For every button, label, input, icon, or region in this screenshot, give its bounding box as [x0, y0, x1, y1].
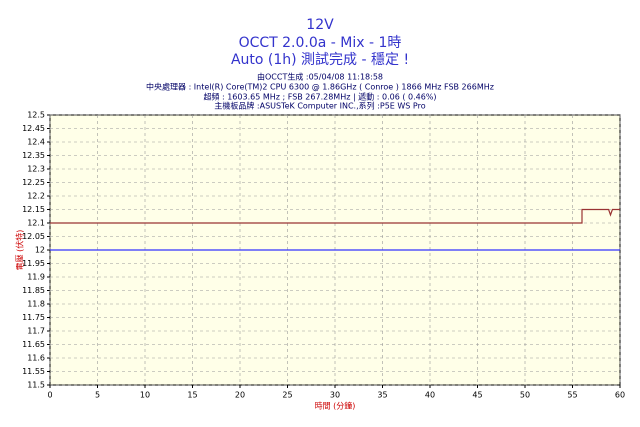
data-line: [50, 208, 620, 224]
y-tick-label: 11.5: [27, 381, 45, 390]
x-tick-label: 25: [282, 391, 292, 400]
y-tick-label: 12.25: [22, 178, 45, 187]
info-line: 中央處理器 : Intel(R) Core(TM)2 CPU 6300 @ 1.…: [146, 82, 494, 92]
x-tick-label: 5: [95, 391, 100, 400]
x-tick-label: 15: [187, 391, 197, 400]
x-tick-label: 50: [520, 391, 530, 400]
y-tick-label: 11.65: [22, 340, 45, 349]
info-line: 超頻 : 1603.65 MHz ; FSB 267.28MHz | 遞動 : …: [203, 92, 436, 102]
y-tick-label: 12.35: [22, 151, 45, 160]
y-tick-label: 11.6: [27, 354, 45, 363]
chart-subtitle: OCCT 2.0.0a - Mix - 1時: [239, 35, 402, 51]
x-tick-label: 35: [377, 391, 387, 400]
info-line: 由OCCT生成 :05/04/08 11:18:58: [257, 72, 383, 82]
y-tick-label: 12.05: [22, 232, 45, 241]
y-tick-label: 12.15: [22, 205, 45, 214]
y-tick-label: 11.9: [27, 273, 45, 282]
x-tick-label: 0: [47, 391, 52, 400]
x-tick-label: 10: [140, 391, 150, 400]
y-tick-label: 11.95: [22, 259, 45, 268]
y-tick-label: 11.85: [22, 286, 45, 295]
y-tick-label: 12.4: [27, 138, 45, 147]
x-tick-label: 30: [330, 391, 340, 400]
y-tick-label: 12.3: [27, 165, 45, 174]
y-tick-label: 12: [35, 246, 45, 255]
y-tick-label: 12.2: [27, 192, 45, 201]
x-tick-label: 20: [235, 391, 245, 400]
x-tick-label: 45: [472, 391, 482, 400]
x-axis-label: 時間 (分鐘): [315, 401, 356, 411]
chart-status: Auto (1h) 測試完成 - 穩定 !: [231, 52, 409, 68]
chart-title: 12V: [306, 17, 334, 33]
y-tick-label: 12.45: [22, 124, 45, 133]
y-tick-label: 11.75: [22, 313, 45, 322]
x-tick-label: 40: [425, 391, 435, 400]
x-tick-label: 55: [567, 391, 577, 400]
y-tick-label: 11.8: [27, 300, 45, 309]
x-tick-label: 60: [615, 391, 625, 400]
info-line: 主機板品牌 :ASUSTeK Computer INC.,系列 :P5E WS …: [214, 101, 425, 111]
y-tick-label: 11.7: [27, 327, 45, 336]
y-tick-label: 11.55: [22, 367, 45, 376]
y-axis-label: 電壓 (伏特): [15, 230, 25, 271]
y-tick-label: 12.1: [27, 219, 45, 228]
y-tick-label: 12.5: [27, 111, 45, 120]
